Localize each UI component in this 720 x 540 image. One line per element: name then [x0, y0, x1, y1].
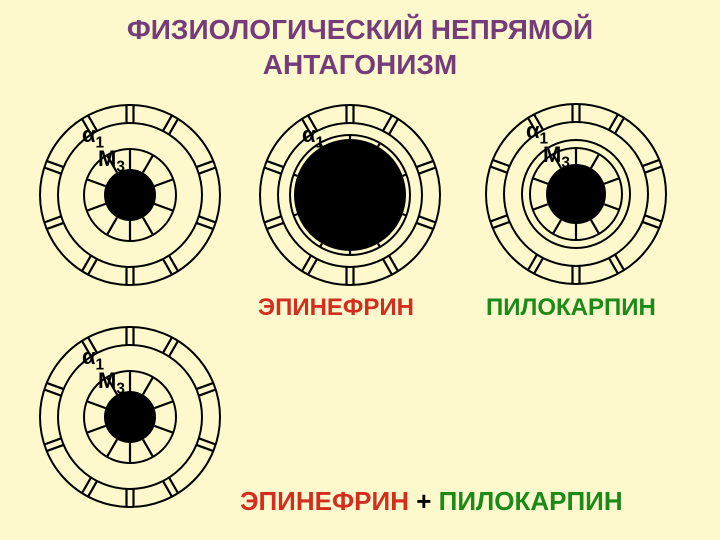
eye-pilocarpine [480, 98, 672, 290]
caption-combined-part: + [416, 486, 438, 516]
page-title: ФИЗИОЛОГИЧЕСКИЙ НЕПРЯМОЙ АНТАГОНИЗМ [0, 12, 720, 82]
caption-epinephrine: ЭПИНЕФРИН [258, 294, 414, 322]
eye-combined-m-label: М3 [98, 368, 125, 398]
eye-normal [35, 100, 225, 290]
caption-combined-part: ПИЛОКАРПИН [439, 486, 623, 516]
title-line-1: ФИЗИОЛОГИЧЕСКИЙ НЕПРЯМОЙ [127, 14, 593, 45]
caption-combined-part: ЭПИНЕФРИН [240, 486, 416, 516]
eye-epinephrine-m-label: М3 [318, 146, 345, 176]
title-line-2: АНТАГОНИЗМ [263, 49, 458, 80]
caption-combined: ЭПИНЕФРИН + ПИЛОКАРПИН [240, 486, 623, 517]
eye-combined [35, 322, 225, 512]
caption-pilocarpine: ПИЛОКАРПИН [486, 294, 656, 322]
eye-pilocarpine-m-label: М3 [543, 142, 570, 172]
eye-normal-m-label: М3 [98, 146, 125, 176]
eye-epinephrine [255, 100, 445, 290]
